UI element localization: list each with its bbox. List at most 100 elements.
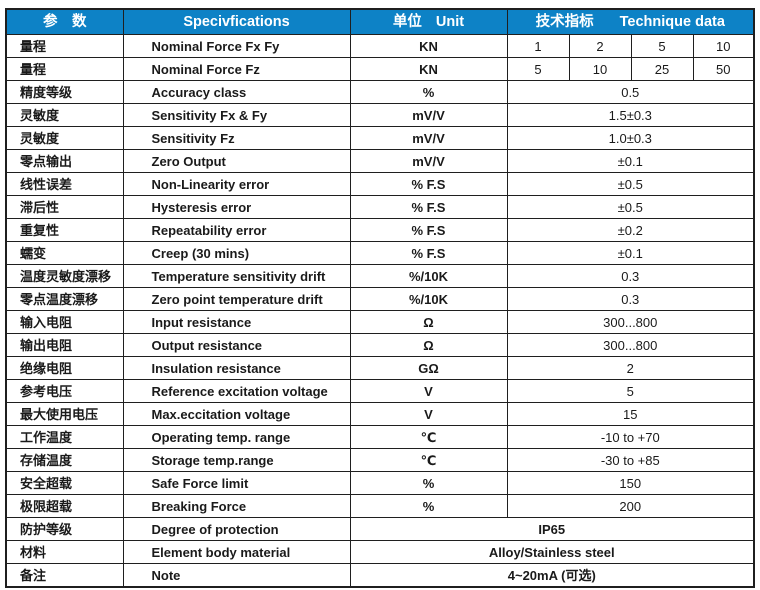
spec-cell: Element body material [122, 540, 351, 564]
table-row: 线性误差 Non-Linearity error% F.S ±0.5 [5, 172, 755, 196]
header-technique-label-cn: 技术指标 [535, 13, 594, 30]
value-cell: 300...800 [506, 310, 755, 334]
spec-cell: Storage temp.range [122, 448, 351, 472]
value-cell: 300...800 [506, 333, 755, 357]
table-row: 安全超载 Safe Force limit% 150 [5, 471, 755, 495]
value-cell: 200 [506, 494, 755, 518]
value-cell: 10 [568, 57, 632, 81]
spec-table: 参 数 Specivfications 单位 Unit 技术指标 Techniq… [5, 8, 756, 588]
spec-sheet: 参 数 Specivfications 单位 Unit 技术指标 Techniq… [5, 8, 756, 588]
spec-cell: Sensitivity Fz [122, 126, 351, 150]
param-cell: 蠕变 [5, 241, 124, 265]
spec-cell: Nominal Force Fz [122, 57, 351, 81]
table-row: 灵敏度 Sensitivity Fz mV/V 1.0±0.3 [5, 126, 755, 150]
value-cell: 2 [568, 34, 632, 58]
table-row: 精度等级 Accuracy class% 0.5 [5, 80, 755, 104]
header-specifications-label: Specivfications [183, 13, 290, 30]
table-row: 极限超载 Breaking Force% 200 [5, 494, 755, 518]
spec-cell: Non-Linearity error [122, 172, 351, 196]
unit-cell: KN [349, 57, 508, 81]
spec-cell: Temperature sensitivity drift [122, 264, 351, 288]
unit-cell: mV/V [349, 149, 508, 173]
spec-cell: Note [122, 563, 351, 588]
unit-cell: Ω [349, 310, 508, 334]
value-cell: ±0.5 [506, 172, 755, 196]
value-cell: 150 [506, 471, 755, 495]
value-cell: 5 [506, 379, 755, 403]
value-cell: 1.5±0.3 [506, 103, 755, 127]
param-cell: 安全超载 [5, 471, 124, 495]
merged-value-cell: 4~20mA (可选) [349, 563, 755, 588]
value-cell: 25 [630, 57, 694, 81]
spec-cell: Breaking Force [122, 494, 351, 518]
value-cell: 15 [506, 402, 755, 426]
param-cell: 线性误差 [5, 172, 124, 196]
spec-cell: Sensitivity Fx & Fy [122, 103, 351, 127]
unit-cell: Ω [349, 333, 508, 357]
spec-cell: Max.eccitation voltage [122, 402, 351, 426]
table-row: 量程 Nominal Force Fz KN 5 10 25 50 [5, 57, 755, 81]
table-row: 输出电阻 Output resistance Ω 300...800 [5, 333, 755, 357]
value-cell: 10 [692, 34, 755, 58]
value-cell: 1 [506, 34, 570, 58]
header-row: 参 数 Specivfications 单位 Unit 技术指标 Techniq… [5, 8, 755, 35]
value-cell: 50 [692, 57, 755, 81]
table-row: 零点温度漂移 Zero point temperature drift %/10K 0… [5, 287, 755, 311]
spec-cell: Zero point temperature drift [122, 287, 351, 311]
spec-cell: Zero Output [122, 149, 351, 173]
unit-cell: mV/V [349, 103, 508, 127]
table-row: 最大使用电压 Max.eccitation voltage V 15 [5, 402, 755, 426]
param-cell: 灵敏度 [5, 126, 124, 150]
table-row: 蠕变 Creep (30 mins)% F.S ±0.1 [5, 241, 755, 265]
value-cell: -30 to +85 [506, 448, 755, 472]
value-cell: 0.5 [506, 80, 755, 104]
table-row: 输入电阻 Input resistance Ω 300...800 [5, 310, 755, 334]
spec-cell: Nominal Force Fx Fy [122, 34, 351, 58]
table-row: 参考电压 Reference excitation voltage V 5 [5, 379, 755, 403]
table-row: 温度灵敏度漂移 Temperature sensitivity drift %/10… [5, 264, 755, 288]
spec-cell: Degree of protection [122, 517, 351, 541]
param-cell: 输出电阻 [5, 333, 124, 357]
table-row: 重复性 Repeatability error% F.S ±0.2 [5, 218, 755, 242]
param-cell: 工作温度 [5, 425, 124, 449]
spec-cell: Hysteresis error [122, 195, 351, 219]
value-cell: 2 [506, 356, 755, 380]
table-row: 绝缘电阻 Insulation resistance GΩ 2 [5, 356, 755, 380]
param-cell: 最大使用电压 [5, 402, 124, 426]
spec-cell: Reference excitation voltage [122, 379, 351, 403]
param-cell: 零点输出 [5, 149, 124, 173]
header-technique-data: 技术指标 Technique data [506, 8, 755, 35]
param-cell: 防护等级 [5, 517, 124, 541]
unit-cell: % [349, 494, 508, 518]
unit-cell: V [349, 402, 508, 426]
table-row: 灵敏度 Sensitivity Fx & Fy mV/V 1.5±0.3 [5, 103, 755, 127]
unit-cell: %/10K [349, 264, 508, 288]
spec-cell: Input resistance [122, 310, 351, 334]
unit-cell: mV/V [349, 126, 508, 150]
param-cell: 温度灵敏度漂移 [5, 264, 124, 288]
spec-cell: Repeatability error [122, 218, 351, 242]
unit-cell: ℃ [349, 448, 508, 472]
param-cell: 精度等级 [5, 80, 124, 104]
table-row: 工作温度 Operating temp. range ℃ -10 to +70 [5, 425, 755, 449]
spec-cell: Accuracy class [122, 80, 351, 104]
header-unit-label-en: Unit [435, 13, 465, 30]
unit-cell: KN [349, 34, 508, 58]
param-cell: 绝缘电阻 [5, 356, 124, 380]
table-row: 滞后性 Hysteresis error% F.S ±0.5 [5, 195, 755, 219]
spec-cell: Output resistance [122, 333, 351, 357]
header-param-label: 参 数 [43, 13, 87, 30]
value-cell: 5 [506, 57, 570, 81]
header-specifications: Specivfications [122, 8, 351, 35]
unit-cell: % [349, 471, 508, 495]
param-cell: 参考电压 [5, 379, 124, 403]
header-unit: 单位 Unit [349, 8, 508, 35]
unit-cell: % F.S [349, 241, 508, 265]
header-param: 参 数 [5, 8, 124, 35]
value-cell: -10 to +70 [506, 425, 755, 449]
merged-value-cell: IP65 [349, 517, 755, 541]
param-cell: 存储温度 [5, 448, 124, 472]
unit-cell: % F.S [349, 172, 508, 196]
spec-cell: Creep (30 mins) [122, 241, 351, 265]
spec-cell: Safe Force limit [122, 471, 351, 495]
